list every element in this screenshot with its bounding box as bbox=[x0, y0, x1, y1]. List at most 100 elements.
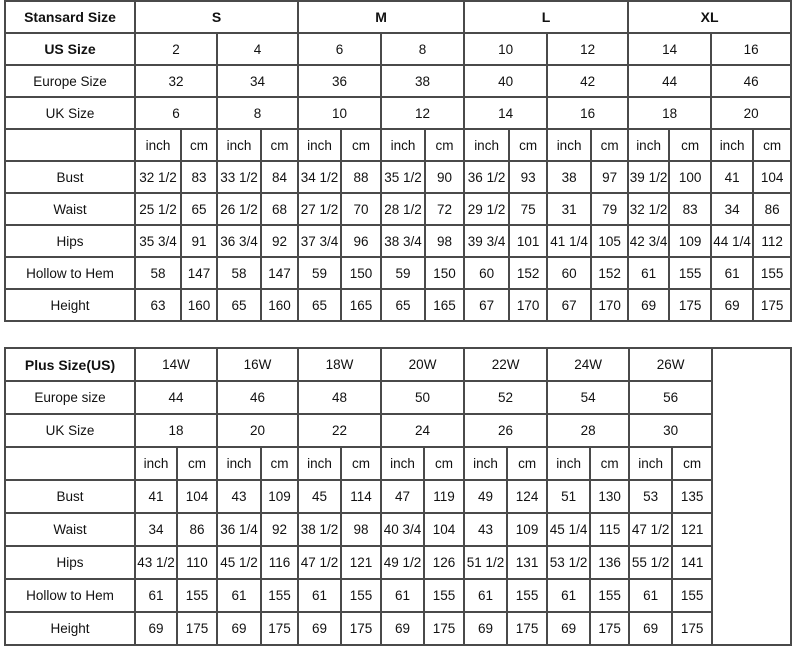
measurement-value: 110 bbox=[175, 545, 219, 580]
uk-size-cell: 24 bbox=[380, 413, 466, 448]
measurement-value: 43 bbox=[216, 479, 263, 514]
measurement-value: 96 bbox=[340, 224, 383, 258]
measurement-value: 130 bbox=[589, 479, 631, 514]
uk-size-cell: 22 bbox=[297, 413, 383, 448]
measurement-value: 160 bbox=[259, 288, 300, 322]
uk-size-cell: 8 bbox=[215, 96, 300, 130]
measurement-value: 34 bbox=[134, 512, 178, 547]
uk-size-cell: 16 bbox=[546, 96, 630, 130]
measurement-value: 83 bbox=[180, 160, 218, 194]
measurement-label: Bust bbox=[4, 479, 136, 514]
measurement-value: 65 bbox=[380, 288, 427, 322]
measurement-value: 131 bbox=[506, 545, 549, 580]
measurement-value: 109 bbox=[506, 512, 549, 547]
unit-inch: inch bbox=[134, 446, 178, 481]
measurement-value: 61 bbox=[463, 578, 509, 613]
measurement-value: 59 bbox=[297, 256, 343, 290]
europe-size-label: Europe size bbox=[4, 380, 136, 415]
unit-inch: inch bbox=[546, 128, 593, 162]
measurement-value: 69 bbox=[134, 611, 178, 646]
europe-size-cell: 36 bbox=[297, 64, 383, 98]
measurement-value: 32 1/2 bbox=[134, 160, 182, 194]
measurement-value: 175 bbox=[506, 611, 549, 646]
measurement-value: 155 bbox=[260, 578, 300, 613]
measurement-row-height: Height 63 160 65 160 65 165 65 165 67 170 67 170 69 17… bbox=[4, 288, 793, 322]
measurement-value: 69 bbox=[463, 611, 509, 646]
measurement-value: 155 bbox=[671, 578, 714, 613]
europe-size-cell: 32 bbox=[134, 64, 218, 98]
measurement-value: 83 bbox=[668, 192, 713, 226]
measurement-value: 69 bbox=[546, 611, 592, 646]
measurement-value: 68 bbox=[259, 192, 300, 226]
measurement-value: 60 bbox=[546, 256, 593, 290]
measurement-row-waist: Waist 25 1/2 65 26 1/2 68 27 1/2 70 28 1/2 72 29 … bbox=[4, 192, 793, 226]
size-group-header-row: Stansard Size S M L XL bbox=[4, 0, 793, 34]
measurement-value: 63 bbox=[134, 288, 182, 322]
measurement-value: 86 bbox=[175, 512, 219, 547]
measurement-value: 88 bbox=[340, 160, 383, 194]
measurement-value: 170 bbox=[508, 288, 549, 322]
us-size-label: US Size bbox=[4, 32, 136, 66]
plus-size-18w: 18W bbox=[297, 347, 383, 382]
unit-row: inch cm inch cm inch cm inch cm inch cm inch cm inch… bbox=[4, 446, 791, 481]
measurement-value: 155 bbox=[423, 578, 466, 613]
unit-cm: cm bbox=[508, 128, 549, 162]
us-size-row: US Size 2 4 6 8 10 12 14 16 bbox=[4, 32, 793, 66]
measurement-value: 175 bbox=[671, 611, 714, 646]
measurement-value: 104 bbox=[175, 479, 219, 514]
measurement-value: 124 bbox=[506, 479, 549, 514]
measurement-value: 155 bbox=[589, 578, 631, 613]
unit-cm: cm bbox=[180, 128, 218, 162]
empty-side-column bbox=[711, 347, 793, 646]
size-group-m: M bbox=[297, 0, 466, 34]
measurement-value: 155 bbox=[506, 578, 549, 613]
measurement-value: 100 bbox=[668, 160, 713, 194]
us-size-cell: 12 bbox=[546, 32, 630, 66]
size-group-xl: XL bbox=[627, 0, 793, 34]
measurement-value: 45 1/4 bbox=[546, 512, 592, 547]
measurement-label: Height bbox=[4, 611, 136, 646]
measurement-row-hollow-to-hem: Hollow to Hem 58 147 58 147 59 150 59 150 60 152 60… bbox=[4, 256, 793, 290]
measurement-row-hips: Hips 43 1/2 110 45 1/2 116 47 1/2 121 49 1/2 126… bbox=[4, 545, 791, 580]
uk-size-cell: 20 bbox=[710, 96, 793, 130]
measurement-value: 152 bbox=[508, 256, 549, 290]
uk-size-label: UK Size bbox=[4, 413, 136, 448]
plus-size-20w: 20W bbox=[380, 347, 466, 382]
measurement-value: 61 bbox=[628, 578, 674, 613]
measurement-value: 37 3/4 bbox=[297, 224, 343, 258]
measurement-value: 155 bbox=[340, 578, 383, 613]
measurement-value: 92 bbox=[260, 512, 300, 547]
measurement-value: 38 3/4 bbox=[380, 224, 427, 258]
uk-size-cell: 28 bbox=[546, 413, 631, 448]
measurement-value: 175 bbox=[260, 611, 300, 646]
plus-size-header-row: Plus Size(US) 14W 16W 18W 20W 22W 24W 26W bbox=[4, 347, 793, 646]
measurement-label: Hips bbox=[4, 224, 136, 258]
europe-size-row: Europe Size 32 34 36 38 40 42 44 46 bbox=[4, 64, 793, 98]
europe-size-cell: 52 bbox=[463, 380, 549, 415]
us-size-cell: 6 bbox=[297, 32, 383, 66]
measurement-value: 51 bbox=[546, 479, 592, 514]
measurement-value: 47 bbox=[380, 479, 426, 514]
measurement-row-bust: Bust 32 1/2 83 33 1/2 84 34 1/2 88 35 1/2 90 36 1… bbox=[4, 160, 793, 194]
measurement-value: 55 1/2 bbox=[628, 545, 674, 580]
measurement-value: 175 bbox=[589, 611, 631, 646]
measurement-row-bust: Bust 41 104 43 109 45 114 47 119 49 124 51 130 53 135 bbox=[4, 479, 791, 514]
measurement-label: Waist bbox=[4, 512, 136, 547]
unit-cm: cm bbox=[506, 446, 549, 481]
measurement-value: 70 bbox=[340, 192, 383, 226]
uk-size-cell: 14 bbox=[463, 96, 549, 130]
europe-size-cell: 54 bbox=[546, 380, 631, 415]
measurement-value: 109 bbox=[260, 479, 300, 514]
measurement-value: 109 bbox=[668, 224, 713, 258]
unit-cm: cm bbox=[423, 446, 466, 481]
unit-cm: cm bbox=[589, 446, 631, 481]
uk-size-cell: 20 bbox=[216, 413, 300, 448]
measurement-value: 69 bbox=[710, 288, 755, 322]
measurement-value: 155 bbox=[752, 256, 793, 290]
measurement-value: 25 1/2 bbox=[134, 192, 182, 226]
measurement-value: 61 bbox=[546, 578, 592, 613]
measurement-value: 49 1/2 bbox=[380, 545, 426, 580]
measurement-value: 43 bbox=[463, 512, 509, 547]
us-size-cell: 10 bbox=[463, 32, 549, 66]
measurement-value: 36 1/2 bbox=[463, 160, 511, 194]
